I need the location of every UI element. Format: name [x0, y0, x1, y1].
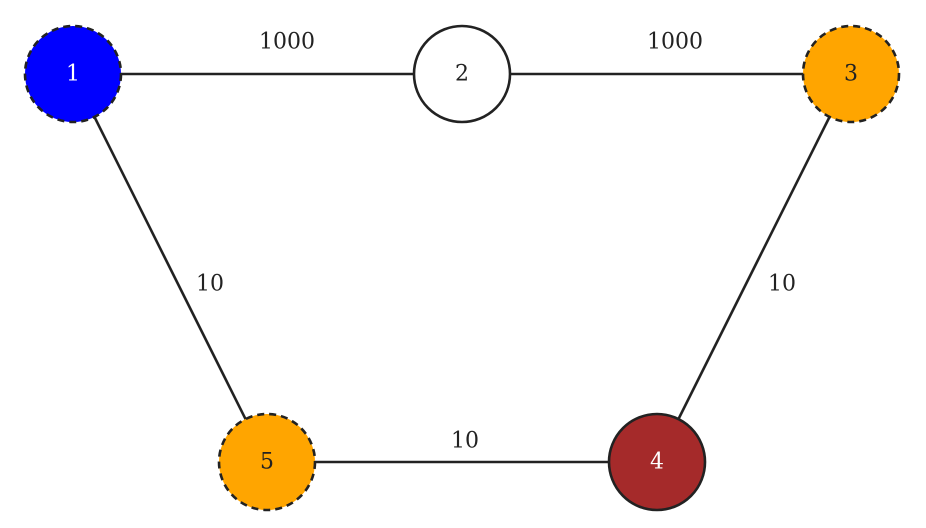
- node-3: 3: [801, 24, 901, 124]
- edges-layer: 1000 1000 10 10 10: [71, 30, 853, 464]
- node-1-label: 1: [66, 62, 80, 87]
- node-3-label: 3: [844, 62, 858, 87]
- edge-weight-3-4: 10: [768, 272, 796, 297]
- node-4: 4: [607, 412, 707, 512]
- node-5-circle: [217, 412, 317, 512]
- node-4-label: 4: [650, 450, 664, 475]
- node-1-circle: [23, 24, 123, 124]
- node-3-circle: [801, 24, 901, 124]
- edge-weight-5-4: 10: [451, 429, 479, 454]
- edge-weight-1-5: 10: [196, 272, 224, 297]
- node-2-circle: [412, 24, 512, 124]
- edge-3-4: [655, 73, 853, 463]
- node-5-label: 5: [260, 450, 274, 475]
- edge-1-5: [71, 73, 269, 463]
- nodes-layer: 1 2 3 4 5: [23, 24, 901, 512]
- node-4-circle: [607, 412, 707, 512]
- edge-weight-2-3: 1000: [647, 30, 703, 55]
- edge-weight-1-2: 1000: [259, 30, 315, 55]
- node-1: 1: [23, 24, 123, 124]
- node-2-label: 2: [455, 62, 469, 87]
- node-5: 5: [217, 412, 317, 512]
- node-2: 2: [412, 24, 512, 124]
